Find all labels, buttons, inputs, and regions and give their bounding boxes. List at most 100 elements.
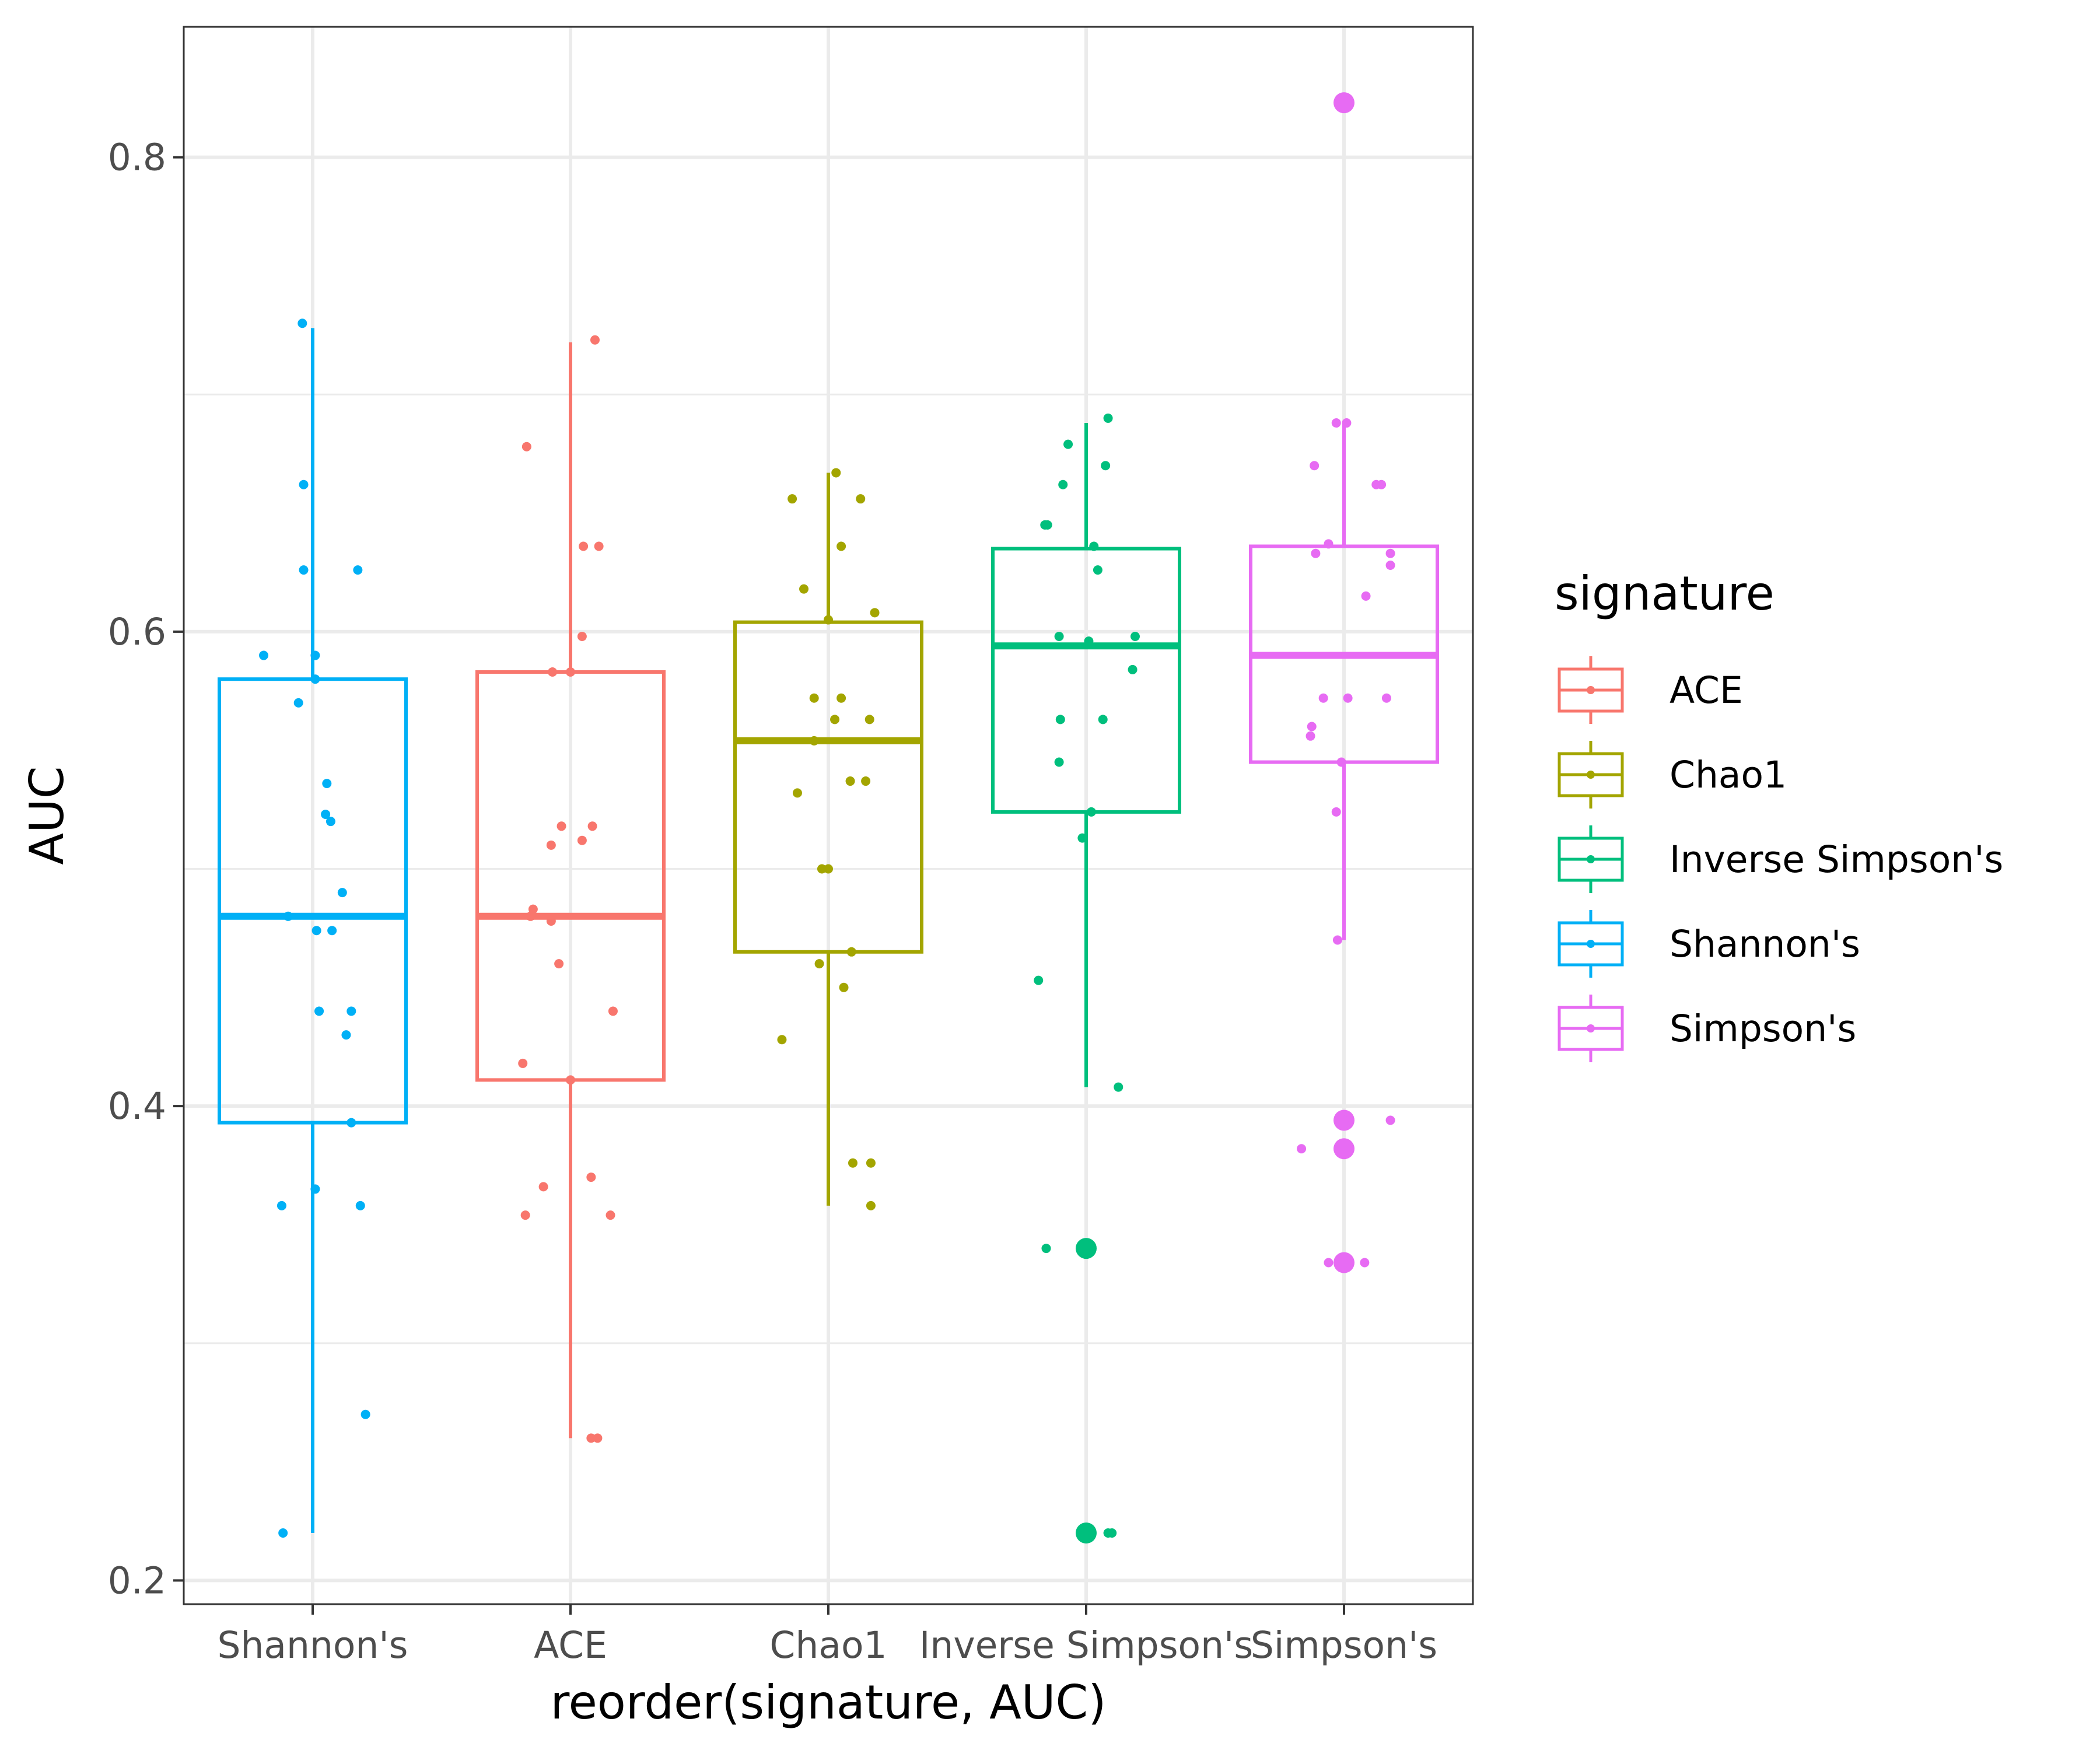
data-point xyxy=(259,650,269,660)
legend-key-point xyxy=(1587,1024,1595,1032)
outlier-point xyxy=(1334,92,1354,114)
data-point xyxy=(326,817,335,827)
data-point xyxy=(1041,1244,1051,1254)
data-point xyxy=(1336,757,1346,767)
legend-label: Shannon's xyxy=(1670,923,1860,965)
data-point xyxy=(341,1030,351,1040)
data-point xyxy=(1089,541,1099,551)
y-tick-label: 0.6 xyxy=(108,611,166,653)
legend-label: Inverse Simpson's xyxy=(1670,838,2003,881)
data-point xyxy=(554,959,564,969)
data-point xyxy=(310,1184,320,1194)
data-point xyxy=(1130,632,1140,642)
data-point xyxy=(1054,632,1064,642)
legend-item: ACE xyxy=(1558,656,1743,724)
data-point xyxy=(299,565,309,575)
data-point xyxy=(577,632,587,642)
data-point xyxy=(310,674,320,684)
data-point xyxy=(276,1200,286,1210)
box-iqr xyxy=(218,677,408,1125)
data-point xyxy=(360,1409,370,1419)
data-point xyxy=(577,835,587,845)
data-point xyxy=(1385,561,1395,570)
data-point xyxy=(1331,807,1341,817)
data-point xyxy=(824,615,833,625)
data-point xyxy=(520,1210,530,1220)
data-point xyxy=(836,541,846,551)
legend-key-point xyxy=(1587,686,1595,694)
data-point xyxy=(824,864,833,874)
data-point xyxy=(546,840,556,850)
y-tick-label: 0.8 xyxy=(108,136,166,179)
data-point xyxy=(322,779,332,789)
data-point xyxy=(1311,548,1321,558)
data-point xyxy=(1086,807,1096,817)
outlier-point xyxy=(1076,1522,1097,1544)
data-point xyxy=(586,1172,596,1182)
legend-key-point xyxy=(1587,940,1595,948)
data-point xyxy=(594,541,604,551)
data-point xyxy=(1103,413,1113,423)
data-point xyxy=(278,1528,288,1538)
data-point xyxy=(593,1433,603,1443)
data-point xyxy=(1324,1258,1334,1268)
data-point xyxy=(298,318,307,328)
data-point xyxy=(836,693,846,703)
data-point xyxy=(1332,935,1342,945)
x-tick-label: Simpson's xyxy=(1251,1624,1437,1667)
data-point xyxy=(777,1035,787,1045)
data-point xyxy=(1385,548,1395,558)
data-point xyxy=(809,736,819,746)
box-iqr xyxy=(475,670,666,1082)
data-point xyxy=(1297,1144,1307,1154)
data-point xyxy=(799,584,809,594)
y-tick-label: 0.2 xyxy=(108,1559,166,1602)
data-point xyxy=(546,916,556,926)
data-point xyxy=(1318,693,1328,703)
data-point xyxy=(1324,539,1334,549)
data-point xyxy=(299,480,309,489)
data-point xyxy=(1077,833,1087,843)
data-point xyxy=(321,809,331,819)
data-point xyxy=(586,1433,596,1443)
data-point xyxy=(1339,1115,1349,1125)
box-iqr xyxy=(991,547,1181,814)
jitter-points xyxy=(259,318,1395,1538)
data-point xyxy=(1114,1082,1124,1092)
data-point xyxy=(846,947,856,957)
legend-item: Inverse Simpson's xyxy=(1558,825,2003,893)
data-point xyxy=(1107,1528,1117,1538)
x-tick-label: Chao1 xyxy=(769,1624,887,1667)
data-point xyxy=(284,911,293,921)
outlier-point xyxy=(1076,1238,1097,1259)
data-point xyxy=(817,864,827,874)
data-point xyxy=(556,821,566,831)
data-point xyxy=(314,1006,324,1016)
data-point xyxy=(1054,757,1064,767)
box-inverse-simpson-s xyxy=(991,423,1181,1544)
data-point xyxy=(1093,565,1102,575)
data-point xyxy=(845,776,855,786)
data-point xyxy=(1310,461,1320,471)
data-point xyxy=(809,693,819,703)
legend: signature ACE Chao1 Inverse Simpson's Shann… xyxy=(1555,566,2003,1062)
data-point xyxy=(566,667,575,677)
data-point xyxy=(831,468,841,478)
data-point xyxy=(346,1006,356,1016)
data-point xyxy=(814,959,824,969)
data-point xyxy=(1058,480,1068,489)
y-tick-label: 0.4 xyxy=(108,1085,166,1128)
legend-label: Chao1 xyxy=(1670,754,1787,796)
data-point xyxy=(864,715,874,724)
legend-item: Chao1 xyxy=(1558,741,1787,808)
box-ace xyxy=(475,342,666,1438)
data-point xyxy=(870,608,880,618)
data-point xyxy=(839,982,849,992)
data-point xyxy=(522,442,531,452)
legend-title: signature xyxy=(1555,566,1774,621)
data-point xyxy=(792,788,802,798)
data-point xyxy=(866,1200,876,1210)
data-point xyxy=(566,1075,575,1085)
data-point xyxy=(1307,722,1317,732)
